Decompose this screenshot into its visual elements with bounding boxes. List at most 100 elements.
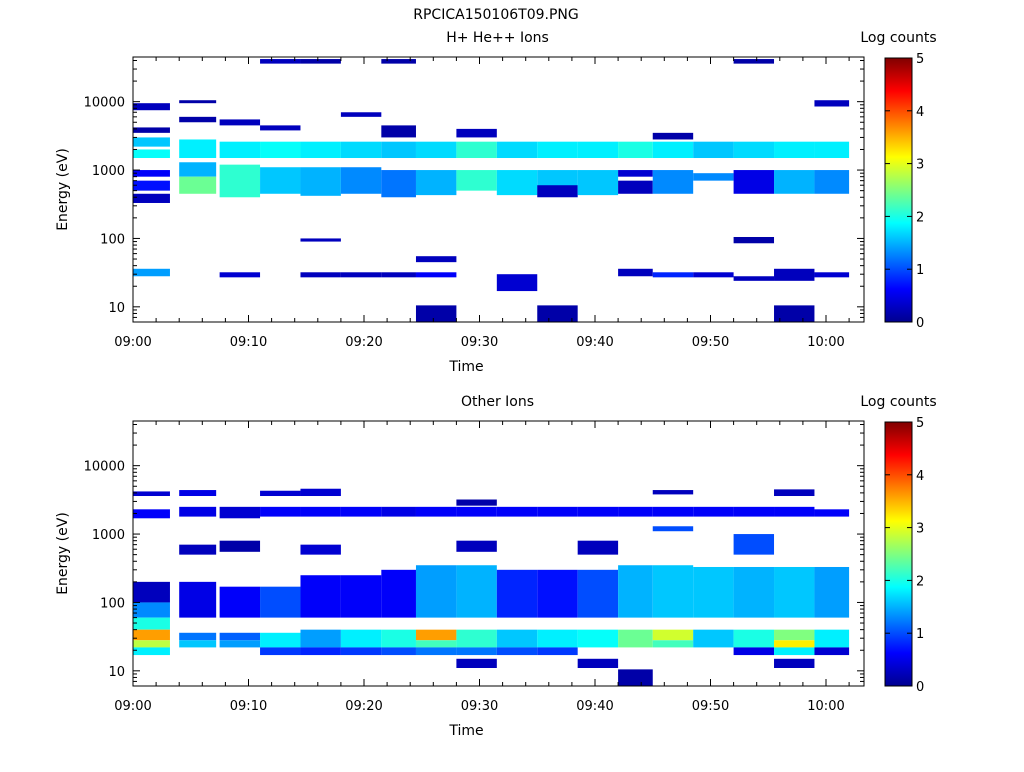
heatmap-cell	[693, 629, 734, 648]
heatmap-cell	[693, 272, 734, 278]
heatmap-cell	[300, 488, 341, 497]
y-tick-label: 100	[100, 232, 125, 247]
x-tick-label: 09:30	[461, 699, 498, 714]
colorbar-tick-label: 0	[916, 316, 924, 331]
heatmap-cell	[496, 141, 538, 159]
heatmap-cell	[219, 586, 261, 618]
heatmap-cell	[577, 506, 619, 517]
heatmap-cell	[733, 534, 775, 555]
x-tick-label: 09:50	[692, 699, 729, 714]
y-tick-label: 10000	[84, 96, 125, 111]
heatmap-cell	[814, 647, 850, 656]
heatmap-cell	[456, 540, 497, 552]
heatmap-cell	[260, 586, 301, 618]
heatmap-cell	[577, 141, 619, 159]
y-tick-label: 1000	[92, 528, 125, 543]
heatmap-cell	[415, 256, 457, 263]
heatmap-cell	[260, 632, 301, 648]
x-tick-label: 09:10	[230, 699, 267, 714]
heatmap-cell	[814, 170, 850, 194]
heatmap-cell	[260, 647, 301, 656]
x-tick-label: 09:20	[345, 699, 382, 714]
heatmap-cell	[415, 305, 457, 322]
heatmap-cell	[133, 647, 170, 656]
heatmap-cell	[496, 647, 538, 656]
heatmap-cell	[496, 629, 538, 648]
heatmap-cell	[577, 629, 619, 648]
heatmap-cell	[774, 647, 815, 656]
colorbar-label: Log counts	[860, 394, 936, 410]
x-tick-label: 09:40	[576, 699, 613, 714]
heatmap-cell	[652, 141, 694, 159]
heatmap-cell	[814, 509, 850, 517]
heatmap-cell	[456, 128, 497, 138]
heatmap-cell	[300, 141, 341, 159]
y-tick-label: 100	[100, 596, 125, 611]
heatmap-cell	[133, 491, 170, 497]
x-tick-label: 09:20	[345, 335, 382, 350]
heatmap-cell	[652, 506, 694, 517]
heatmap-cell	[693, 141, 734, 159]
heatmap-cell	[179, 640, 217, 648]
heatmap-cell	[219, 540, 261, 552]
heatmap-cell	[618, 669, 653, 686]
heatmap-cell	[456, 658, 497, 668]
heatmap-cell	[381, 170, 416, 198]
heatmap-cell	[133, 629, 170, 641]
heatmap-cell	[179, 176, 217, 194]
heatmap-cell	[179, 139, 217, 159]
colorbar-tick-label: 1	[916, 263, 924, 278]
y-tick-label: 1000	[92, 164, 125, 179]
heatmap-cell	[219, 141, 261, 159]
heatmap-cell	[618, 141, 653, 159]
heatmap-cell	[618, 506, 653, 517]
heatmap-cell	[537, 141, 578, 159]
x-axis-label: Time	[448, 359, 483, 375]
heatmap-cell	[415, 506, 457, 517]
heatmap-cell	[260, 141, 301, 159]
heatmap-cell	[537, 305, 578, 322]
heatmap-cell	[733, 59, 775, 64]
y-tick-label: 10	[108, 665, 125, 680]
heatmap-cell	[340, 575, 382, 618]
heatmap-cell	[219, 272, 261, 278]
colorbar-tick-label: 3	[916, 158, 924, 173]
heatmap-cell	[415, 640, 457, 648]
colorbar-label: Log counts	[860, 30, 936, 46]
heatmap-cell	[814, 272, 850, 278]
colorbar	[884, 421, 913, 687]
heatmap-cell	[456, 647, 497, 656]
plot-frame	[132, 420, 865, 687]
heatmap-cell	[774, 305, 815, 322]
heatmap-cell	[340, 167, 382, 194]
heatmap-cell	[733, 170, 775, 194]
heatmap-cell	[456, 629, 497, 648]
heatmap-cell	[300, 647, 341, 656]
heatmap-cell	[219, 632, 261, 641]
y-tick-label: 10	[108, 301, 125, 316]
heatmap-cell	[179, 632, 217, 641]
heatmap-cell	[179, 100, 217, 104]
panel-title: Other Ions	[461, 394, 534, 410]
heatmap-cell	[300, 575, 341, 618]
heatmap-cell	[774, 506, 815, 517]
heatmap-cell	[179, 581, 217, 618]
heatmap-cell	[133, 103, 170, 111]
x-tick-label: 09:40	[576, 335, 613, 350]
x-tick-label: 10:00	[807, 699, 844, 714]
heatmap-cell	[179, 162, 217, 177]
heatmap-cell	[618, 170, 653, 177]
heatmap-cell	[456, 141, 497, 159]
colorbar-tick-label: 2	[916, 210, 924, 225]
heatmap-cell	[381, 272, 416, 278]
colorbar-tick-label: 5	[916, 52, 924, 67]
heatmap-cell	[774, 141, 815, 159]
heatmap-cell	[133, 268, 170, 277]
colorbar-tick-label: 0	[916, 680, 924, 695]
heatmap-cell	[415, 272, 457, 278]
colorbar-tick-label: 1	[916, 627, 924, 642]
heatmap-cell	[774, 566, 815, 618]
heatmap-cell	[774, 640, 815, 648]
heatmap-cell	[814, 141, 850, 159]
